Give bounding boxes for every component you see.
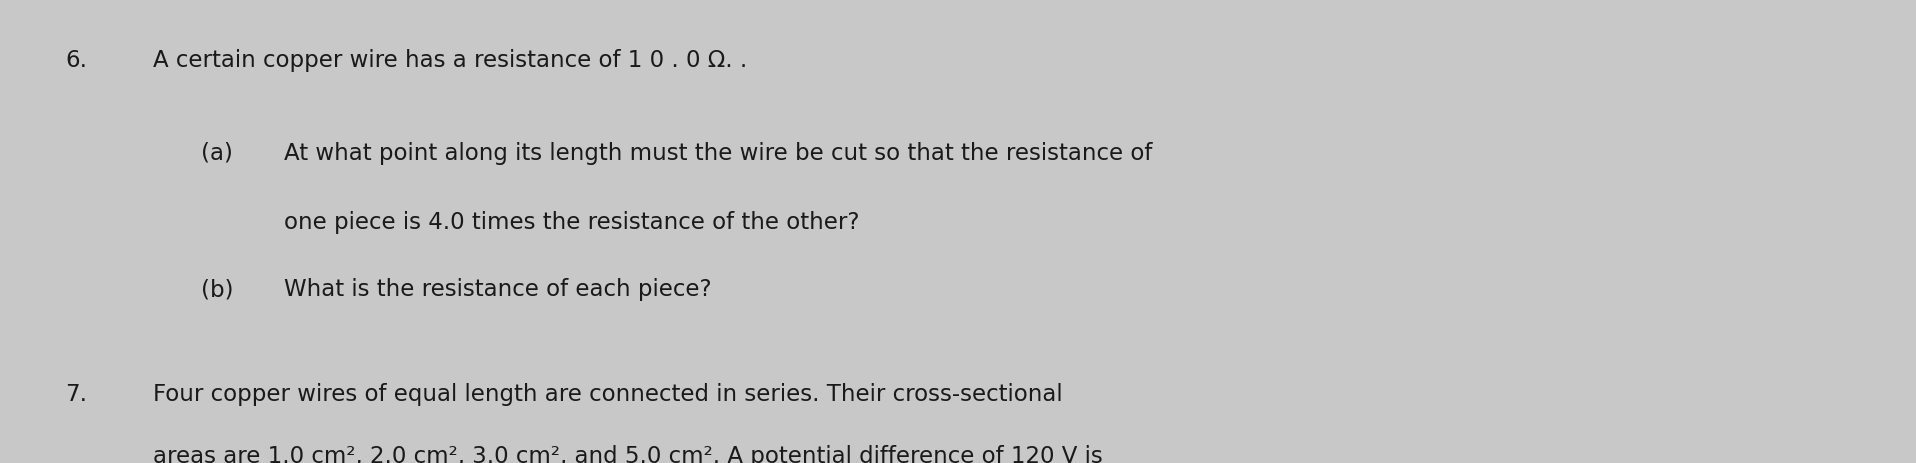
Text: 6.: 6. (65, 49, 86, 72)
Text: A certain copper wire has a resistance of 1 0 . 0 Ω. .: A certain copper wire has a resistance o… (153, 49, 747, 72)
Text: (b): (b) (201, 278, 234, 301)
Text: What is the resistance of each piece?: What is the resistance of each piece? (284, 278, 711, 301)
Text: At what point along its length must the wire be cut so that the resistance of: At what point along its length must the … (284, 141, 1152, 164)
Text: one piece is 4.0 times the resistance of the other?: one piece is 4.0 times the resistance of… (284, 211, 858, 234)
Text: Four copper wires of equal length are connected in series. Their cross-sectional: Four copper wires of equal length are co… (153, 382, 1063, 405)
Text: (a): (a) (201, 141, 234, 164)
Text: areas are 1.0 cm², 2.0 cm², 3.0 cm², and 5.0 cm². A potential difference of 120 : areas are 1.0 cm², 2.0 cm², 3.0 cm², and… (153, 444, 1104, 463)
Text: 7.: 7. (65, 382, 86, 405)
